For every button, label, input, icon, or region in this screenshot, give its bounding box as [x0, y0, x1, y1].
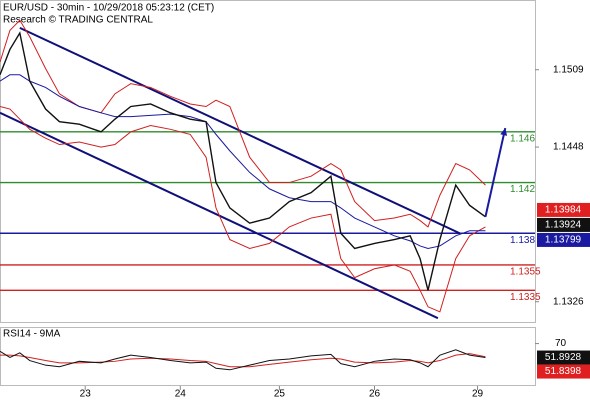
rsi-tag: [537, 364, 590, 379]
x-tick-label: 26: [369, 389, 381, 400]
price-panel: [0, 0, 536, 323]
rsi-title: RSI14 - 9MA: [3, 329, 61, 340]
rsi-tag-label: 51.8398: [545, 366, 582, 377]
level-label: 1.142: [510, 184, 535, 195]
level-label: 1.1355: [510, 267, 541, 278]
x-tick-label: 24: [175, 389, 187, 400]
rsi-tag-label: 51.8928: [545, 352, 582, 363]
price-tag: [537, 217, 590, 232]
price-tag-label: 1.13924: [545, 220, 582, 231]
rsi-line: [0, 353, 486, 368]
price-line: [0, 19, 486, 228]
price-tag: [537, 202, 590, 217]
price-tag-label: 1.13799: [545, 235, 582, 246]
rsi-y-tick-label: 70: [555, 338, 567, 349]
price-line: [0, 31, 486, 291]
forecast-arrow: [484, 127, 507, 217]
y-tick-label: 1.1509: [553, 64, 584, 75]
y-tick-label: 1.1326: [553, 296, 584, 307]
price-line: [0, 106, 486, 313]
rsi-tag: [537, 350, 590, 365]
arrow-head: [500, 128, 508, 136]
chart-title: EUR/USD - 30min - 10/29/2018 05:23:12 (C…: [3, 3, 214, 14]
rsi-line: [0, 349, 486, 371]
x-tick-label: 23: [80, 389, 92, 400]
x-tick-label: 25: [274, 389, 286, 400]
level-label: 1.146: [510, 133, 535, 144]
price-tag: [537, 232, 590, 247]
price-line: [0, 74, 486, 249]
chart-subtitle: Research © TRADING CENTRAL: [3, 15, 153, 26]
level-label: 1.1335: [510, 292, 541, 303]
y-tick-label: 1.1448: [553, 142, 584, 153]
level-label: 1.138: [510, 235, 535, 246]
price-tag-label: 1.13984: [545, 205, 582, 216]
x-tick-label: 29: [472, 389, 484, 400]
rsi-panel: [0, 327, 536, 386]
